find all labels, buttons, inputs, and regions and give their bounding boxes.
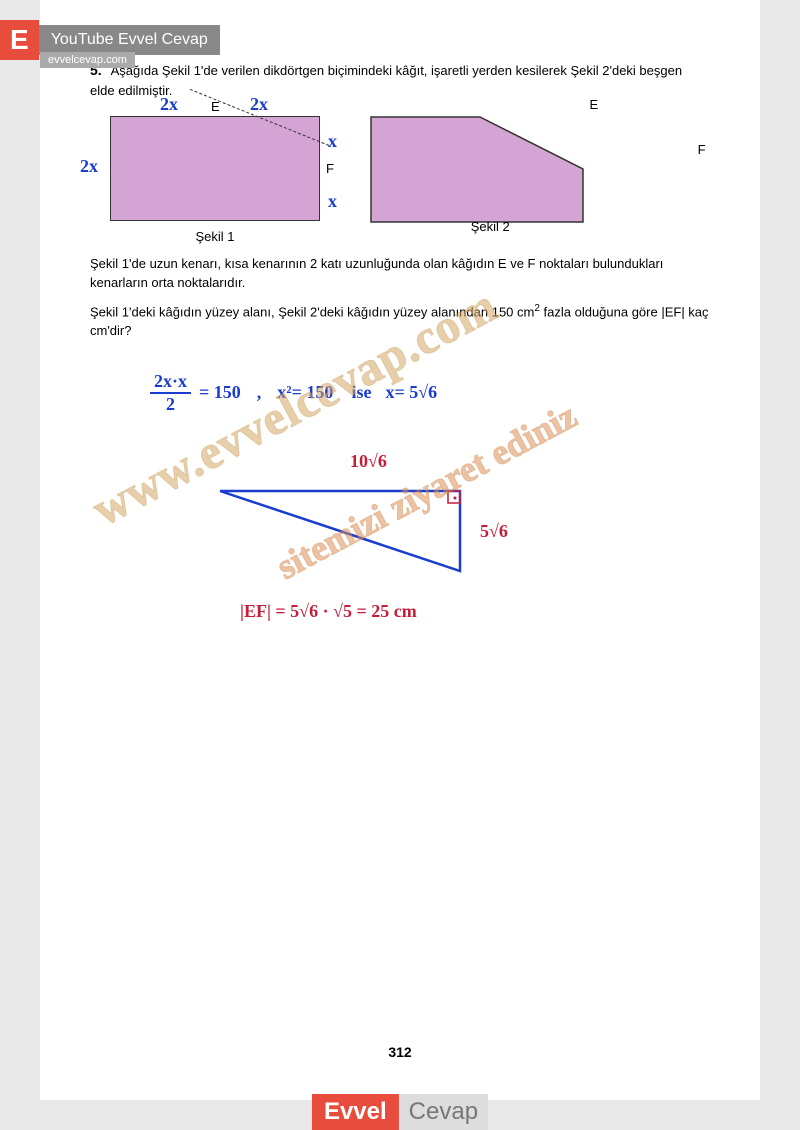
desc2-a: Şekil 1'deki kâğıdın yüzey alanı, Şekil … xyxy=(90,304,534,319)
figure-1: E F Şekil 1 xyxy=(110,116,320,244)
tri-top-label: 10√6 xyxy=(350,451,387,472)
solution-area: 2x·x 2 = 150 , x²= 150 ise x= 5√6 10√6 5… xyxy=(90,371,710,651)
annot-2x-top2: 2x xyxy=(250,94,268,115)
frac-numerator: 2x·x xyxy=(150,371,191,394)
logo-part-b: Cevap xyxy=(399,1094,488,1130)
tri-answer: |EF| = 5√6 · √5 = 25 cm xyxy=(240,601,417,622)
annot-2x-top1: 2x xyxy=(160,94,178,115)
question-desc1: Şekil 1'de uzun kenarı, kısa kenarının 2… xyxy=(90,254,710,293)
pentagon-shape xyxy=(370,116,585,224)
badge-letter: E xyxy=(0,20,39,60)
badge-text: YouTube Evvel Cevap xyxy=(39,25,220,55)
logo-part-a: Evvel xyxy=(312,1094,399,1130)
figures-row: 2x 2x 2x x x E F Şekil 1 E F Şekil 2 xyxy=(110,116,710,244)
figure-2: E F Şekil 2 xyxy=(370,116,611,244)
label-F-2: F xyxy=(698,142,706,157)
frac-denominator: 2 xyxy=(150,394,191,415)
page-number: 312 xyxy=(388,1044,411,1060)
fig1-caption: Şekil 1 xyxy=(110,229,320,244)
eq2-then: ise xyxy=(351,382,371,403)
bottom-logo: Evvel Cevap xyxy=(312,1094,488,1130)
equation-line: 2x·x 2 = 150 , x²= 150 ise x= 5√6 xyxy=(150,371,437,415)
annot-x-r1: x xyxy=(328,131,337,152)
eq2-ans: x= 5√6 xyxy=(385,382,437,403)
rectangle-1: E F xyxy=(110,116,320,221)
tri-right-label: 5√6 xyxy=(480,521,508,542)
badge-url: evvelcevap.com xyxy=(40,52,135,68)
question-desc2: Şekil 1'deki kâğıdın yüzey alanı, Şekil … xyxy=(90,301,710,341)
eq-comma: , xyxy=(257,382,262,403)
eq1-rhs: = 150 xyxy=(199,382,241,403)
question-intro: Aşağıda Şekil 1'de verilen dikdörtgen bi… xyxy=(90,63,682,98)
solution-triangle xyxy=(210,471,510,621)
question-block: 5. Aşağıda Şekil 1'de verilen dikdörtgen… xyxy=(90,60,710,101)
eq2: x²= 150 xyxy=(277,382,333,403)
page-content: 5. Aşağıda Şekil 1'de verilen dikdörtgen… xyxy=(40,0,760,1100)
label-E-2: E xyxy=(589,97,598,112)
fraction: 2x·x 2 xyxy=(150,371,191,415)
annot-x-r2: x xyxy=(328,191,337,212)
label-F-1: F xyxy=(326,161,334,176)
annot-2x-left: 2x xyxy=(80,156,98,177)
